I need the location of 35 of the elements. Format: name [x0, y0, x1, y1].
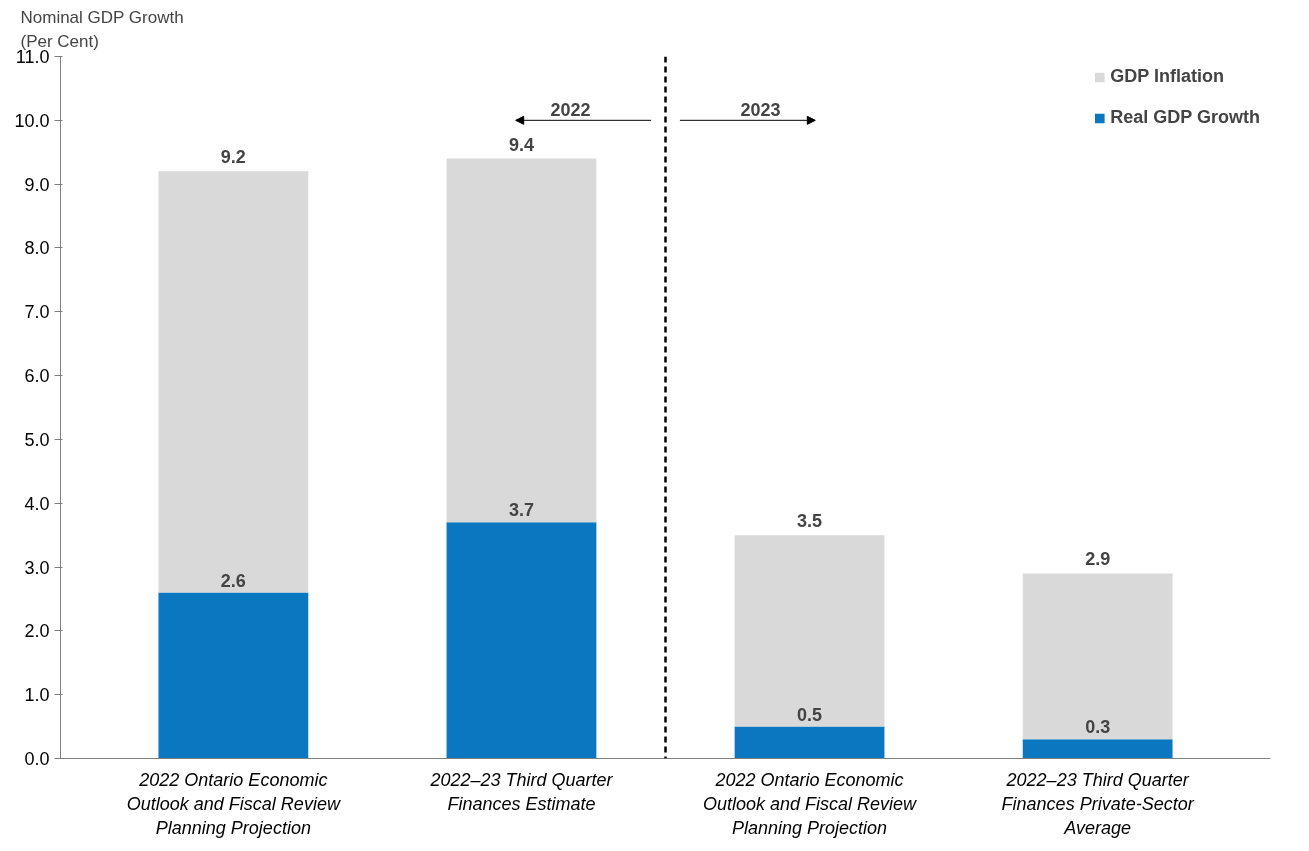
x-tick-label: 2022–23 Third Quarter Finances Private-Sector Average [1001, 769, 1195, 838]
annotation: 2022 [550, 100, 591, 121]
x-tick-label: 2022 Ontario Economic Outlook and Fiscal Review Planning Projection [126, 769, 341, 838]
x-tick-label: 2022–23 Third Quarter Finances Estimate [429, 769, 614, 814]
total-label: 3.5 [797, 511, 823, 532]
y-tick-label: 8.0 [24, 238, 50, 259]
y-tick-label: 5.0 [24, 429, 50, 450]
bar [446, 522, 597, 759]
legend-label: Real GDP Growth [1110, 107, 1260, 128]
total-label: 9.4 [508, 134, 534, 155]
y-tick-label: 7.0 [24, 302, 50, 323]
y-tick-label: 10.0 [14, 110, 50, 131]
data-label: 2.6 [220, 570, 246, 591]
y-tick-label: 6.0 [24, 366, 50, 387]
bar [734, 535, 885, 727]
data-label: 3.7 [508, 500, 534, 521]
data-label: 0.5 [797, 704, 823, 725]
y-tick-label: 4.0 [24, 493, 50, 514]
y-tick-label: 2.0 [24, 621, 50, 642]
legend-label: GDP Inflation [1110, 66, 1224, 87]
y-tick-label: 3.0 [24, 557, 50, 578]
data-label: 0.3 [1085, 717, 1111, 738]
bar [1022, 573, 1173, 740]
total-label: 9.2 [220, 147, 246, 168]
bar [1022, 739, 1173, 759]
bar [158, 592, 309, 759]
y-tick-label: 9.0 [24, 174, 50, 195]
y-tick-label: 0.0 [24, 749, 50, 769]
annotation: 2023 [740, 100, 781, 121]
y-tick-label: 1.0 [24, 685, 50, 706]
bar [446, 158, 597, 523]
total-label: 2.9 [1085, 549, 1111, 570]
x-tick-label: 2022 Ontario Economic Outlook and Fiscal Review Planning Projection [703, 769, 918, 838]
bar [734, 726, 885, 759]
bar [158, 171, 309, 593]
